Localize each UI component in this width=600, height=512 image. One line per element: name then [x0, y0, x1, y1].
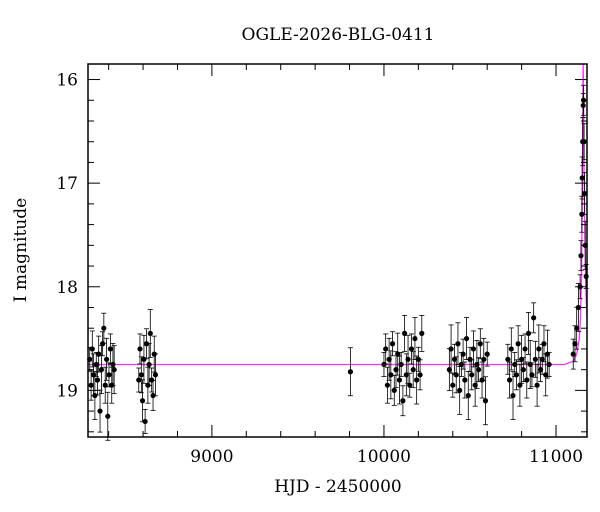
data-point — [484, 341, 490, 367]
data-point — [414, 355, 420, 405]
data-point — [393, 351, 399, 389]
data-point — [147, 308, 153, 358]
data-point — [400, 385, 406, 417]
x-tick-label: 10000 — [357, 447, 411, 467]
data-point — [398, 352, 404, 377]
data-point — [92, 371, 98, 420]
data-point — [149, 367, 155, 393]
plot-frame — [87, 63, 588, 438]
data-point — [391, 374, 397, 406]
data-point — [524, 361, 530, 399]
x-tick-label: 9000 — [190, 447, 233, 467]
data-point — [152, 353, 159, 397]
x-tick-label: 11000 — [529, 447, 583, 467]
data-point — [506, 361, 513, 399]
data-point — [525, 311, 532, 355]
data-point — [536, 324, 542, 374]
data-point — [510, 371, 516, 420]
data-point — [515, 325, 521, 363]
data-point — [546, 352, 552, 377]
data-point — [463, 317, 470, 360]
data-point — [111, 345, 117, 395]
data-point — [97, 389, 103, 433]
data-point — [415, 346, 421, 372]
data-point — [143, 328, 150, 360]
y-tick-label: 16 — [56, 71, 78, 91]
data-point — [419, 314, 425, 352]
data-point — [579, 156, 585, 200]
y-tick-label: 18 — [56, 278, 78, 298]
x-axis-label: HJD - 2450000 — [274, 477, 402, 497]
data-point — [482, 376, 489, 426]
data-point — [462, 361, 468, 399]
data-point — [508, 327, 514, 371]
data-point — [529, 362, 535, 388]
data-point — [527, 340, 533, 389]
data-point — [517, 363, 523, 407]
data-point — [142, 409, 148, 434]
y-axis-label: I magnitude — [11, 198, 31, 302]
axis-ticks-layer: 9000 10000 11000 16 17 18 19 — [56, 64, 587, 467]
data-point — [102, 366, 108, 404]
data-point — [470, 330, 477, 368]
data-point — [136, 367, 142, 393]
data-point — [532, 340, 538, 378]
data-point — [384, 366, 390, 404]
data-point — [534, 363, 540, 407]
data-point — [572, 325, 578, 363]
data-point — [101, 312, 107, 344]
data-point — [347, 347, 354, 397]
data-point — [407, 372, 413, 398]
data-point — [458, 352, 464, 377]
data-point — [402, 314, 408, 352]
data-point — [381, 352, 387, 377]
data-points-layer — [87, 84, 589, 441]
data-point — [460, 338, 466, 370]
data-point — [531, 302, 537, 334]
data-point — [103, 337, 110, 381]
data-point — [105, 391, 111, 441]
data-point — [138, 356, 144, 394]
data-point — [417, 359, 423, 391]
data-point — [455, 322, 461, 366]
y-tick-label: 19 — [56, 381, 78, 401]
data-point — [146, 343, 152, 386]
data-point — [575, 283, 581, 332]
data-point — [513, 359, 520, 391]
chart-title: OGLE-2026-BLG-0411 — [242, 25, 435, 45]
data-point — [578, 240, 584, 272]
data-point — [96, 335, 102, 373]
data-point — [583, 264, 589, 289]
data-point — [474, 340, 480, 389]
y-tick-label: 17 — [56, 174, 78, 194]
model-curve-layer — [88, 63, 588, 366]
data-point — [137, 333, 143, 365]
data-point — [579, 195, 585, 233]
data-point — [389, 331, 396, 357]
data-point — [141, 334, 147, 384]
data-point — [477, 328, 483, 360]
data-point — [472, 363, 478, 407]
data-point — [107, 333, 113, 365]
data-point — [139, 379, 146, 423]
data-point — [100, 331, 106, 357]
data-point — [453, 356, 459, 394]
model-curve — [88, 63, 588, 366]
data-point — [412, 317, 418, 360]
data-point — [383, 333, 389, 365]
